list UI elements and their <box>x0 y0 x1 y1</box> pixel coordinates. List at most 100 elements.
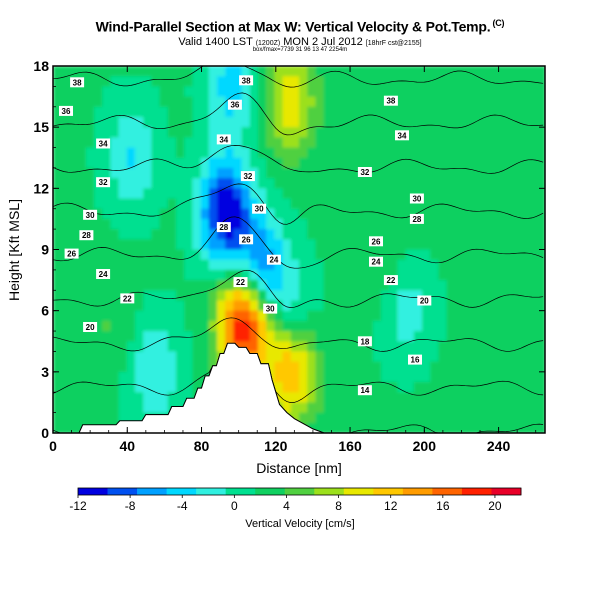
velocity-cell <box>340 422 349 433</box>
velocity-cell <box>512 239 521 251</box>
velocity-cell <box>315 208 325 220</box>
velocity-cell <box>495 300 505 312</box>
velocity-cell <box>471 280 480 291</box>
velocity-cell <box>135 127 144 138</box>
velocity-cell <box>167 341 177 353</box>
velocity-cell <box>241 188 251 200</box>
velocity-cell <box>53 127 62 138</box>
velocity-cell <box>307 392 316 404</box>
velocity-cell <box>389 239 398 251</box>
velocity-cell <box>274 341 284 353</box>
velocity-cell <box>307 147 316 159</box>
velocity-cell <box>159 66 169 77</box>
velocity-cell <box>381 300 390 312</box>
velocity-cell <box>446 86 456 98</box>
velocity-cell <box>159 106 169 118</box>
velocity-cell <box>102 351 111 363</box>
chart-title-text: Wind-Parallel Section at Max W: Vertical… <box>95 18 491 35</box>
velocity-cell <box>307 249 316 261</box>
velocity-cell <box>135 116 144 128</box>
velocity-cell <box>94 331 103 342</box>
contour-label-text: 18 <box>360 337 369 346</box>
velocity-cell <box>143 66 152 77</box>
velocity-cell <box>315 290 325 302</box>
velocity-cell <box>167 86 177 98</box>
velocity-cell <box>512 96 521 108</box>
velocity-cell <box>299 402 308 414</box>
velocity-cell <box>446 218 456 230</box>
velocity-cell <box>258 157 267 169</box>
contour-label-box <box>383 95 398 106</box>
velocity-cell <box>520 382 530 393</box>
velocity-cell <box>356 320 366 332</box>
velocity-cell <box>290 269 300 281</box>
velocity-cell <box>110 249 120 261</box>
velocity-cell <box>167 218 177 230</box>
velocity-cell <box>151 239 161 251</box>
velocity-cell <box>446 392 456 404</box>
velocity-cell <box>446 167 456 179</box>
velocity-cell <box>463 116 472 128</box>
velocity-cell <box>430 116 439 128</box>
velocity-cell <box>118 361 128 373</box>
velocity-cell <box>151 310 161 322</box>
velocity-cell <box>454 371 464 383</box>
velocity-cell <box>53 157 62 169</box>
velocity-cell <box>94 392 103 404</box>
velocity-cell <box>176 208 185 220</box>
velocity-cell <box>53 96 62 108</box>
velocity-cell <box>241 137 251 149</box>
velocity-cell <box>118 351 128 363</box>
velocity-cell <box>192 147 202 159</box>
contour-label-text: 22 <box>386 276 395 285</box>
velocity-cell <box>233 116 243 128</box>
velocity-cell <box>192 66 202 77</box>
velocity-cell <box>446 300 456 312</box>
velocity-cell <box>430 320 439 332</box>
velocity-cell <box>372 422 382 433</box>
velocity-cell <box>479 331 489 342</box>
velocity-cell <box>512 218 521 230</box>
velocity-cell <box>340 127 349 138</box>
velocity-cell <box>266 290 275 302</box>
velocity-cell <box>159 361 169 373</box>
contour-label-box <box>369 236 383 247</box>
velocity-cell <box>315 96 325 108</box>
velocity-cell <box>85 249 95 261</box>
velocity-cell <box>495 198 505 210</box>
velocity-cell <box>331 239 341 251</box>
velocity-cell <box>389 422 398 433</box>
velocity-cell <box>454 382 464 393</box>
velocity-cell <box>217 341 226 353</box>
contour-label-box <box>239 75 254 86</box>
velocity-cell <box>528 116 538 128</box>
velocity-cell <box>225 147 234 159</box>
velocity-cell <box>504 157 513 169</box>
velocity-cell <box>151 178 161 189</box>
velocity-cell <box>495 178 505 189</box>
velocity-cell <box>274 96 284 108</box>
velocity-cell <box>167 371 177 383</box>
velocity-cell <box>372 167 382 179</box>
velocity-cell <box>307 239 316 251</box>
velocity-cell <box>208 259 218 271</box>
velocity-cell <box>495 361 505 373</box>
velocity-cell <box>381 106 390 118</box>
velocity-cell <box>85 239 95 251</box>
contour-labels: 3836343230282624222038363432302826242230… <box>59 75 432 396</box>
velocity-cell <box>274 310 284 322</box>
velocity-cell <box>504 96 513 108</box>
velocity-cell <box>381 157 390 169</box>
velocity-cell <box>372 127 382 138</box>
velocity-cell <box>217 331 226 342</box>
velocity-cell <box>151 229 161 240</box>
velocity-cell <box>495 422 505 433</box>
velocity-cell <box>282 188 292 200</box>
velocity-cell <box>504 147 513 159</box>
velocity-cell <box>463 127 472 138</box>
y-tick-label: 15 <box>33 119 49 135</box>
velocity-cell <box>200 198 210 210</box>
velocity-cell <box>512 106 521 118</box>
velocity-cell <box>381 392 390 404</box>
contour-label-text: 32 <box>99 178 108 187</box>
